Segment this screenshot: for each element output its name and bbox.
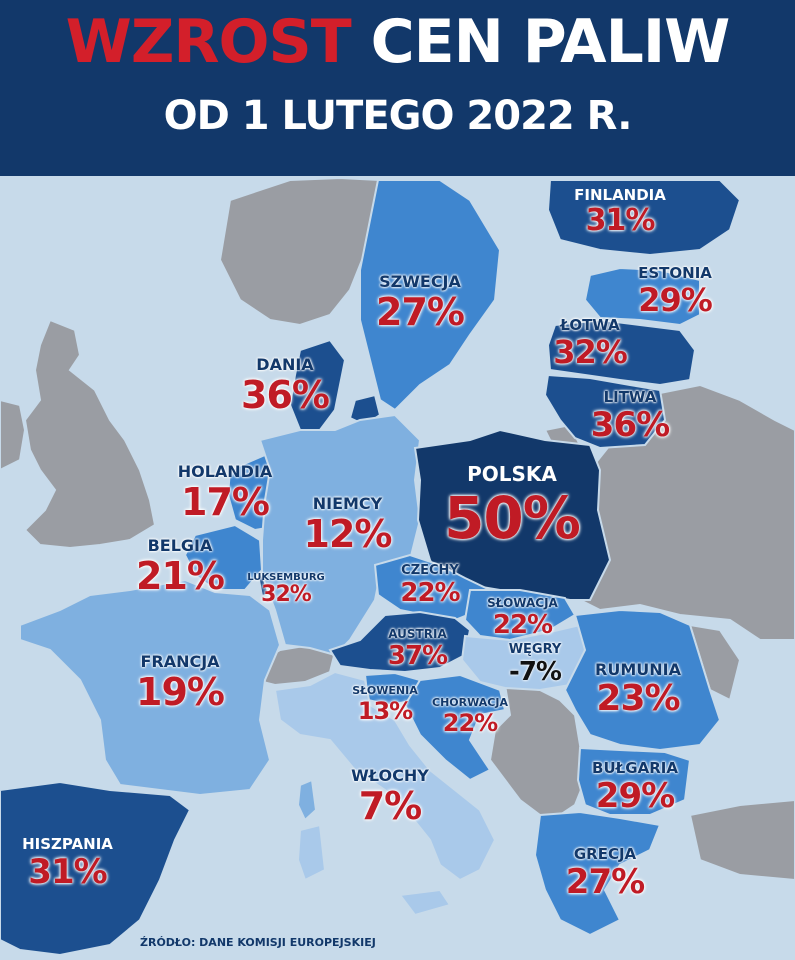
label-czechy: CZECHY 22% [400,563,460,608]
non-eu-land [0,176,795,882]
label-hiszpania: HISZPANIA 31% [22,835,113,892]
region-sweden [359,179,502,412]
label-slowacja: SŁOWACJA 22% [487,596,558,640]
header-banner: WZROST CEN PALIW OD 1 LUTEGO 2022 R. [0,0,795,176]
region-spain [0,780,192,957]
label-finlandia: FINLANDIA 31% [574,186,666,238]
region-denmark [288,338,347,431]
region-lithuania [543,373,667,450]
label-austria: AUSTRIA 37% [387,627,448,671]
label-dania: DANIA 36% [241,355,330,417]
europe-map [0,176,795,960]
label-belgia: BELGIA 21% [136,536,225,598]
eu-countries [0,179,742,957]
label-polska: POLSKA 50% [444,462,581,552]
region-bulgaria [576,746,692,816]
land-great-britain [23,318,157,550]
region-poland [413,428,612,601]
region-romania [563,608,722,752]
region-finland [546,179,742,257]
label-bulgaria: BUŁGARIA 29% [592,759,678,816]
land-norway [218,176,382,327]
region-slovakia [463,589,577,642]
label-chorwacja: CHORWACJA 22% [432,696,508,737]
label-wlochy: WŁOCHY 7% [351,766,429,828]
label-wegry: WĘGRY -7% [508,642,562,687]
land-east [578,383,795,641]
label-litwa: LITWA 36% [590,388,670,445]
source-note: ŹRÓDŁO: DANE KOMISJI EUROPEJSKIEJ [140,936,376,949]
label-estonia: ESTONIA 29% [638,264,713,319]
region-germany [258,413,422,657]
label-grecja: GRECJA 27% [565,845,645,902]
label-szwecja: SZWECJA 27% [376,272,465,334]
region-croatia [403,673,507,782]
label-rumunia: RUMUNIA 23% [595,660,681,719]
region-corsica [296,778,318,822]
title-red-word: WZROST [65,7,352,77]
label-francja: FRANCJA 19% [136,652,225,714]
region-sicily [398,888,452,917]
title-white-words: CEN PALIW [370,7,731,77]
label-lotwa: ŁOTWA 32% [553,316,628,371]
region-greece [533,810,662,937]
region-estonia [583,266,701,327]
region-italy [273,670,497,882]
region-belgium [183,523,264,591]
label-holandia: HOLANDIA 17% [177,462,273,524]
region-latvia [546,318,697,387]
region-sardinia [296,823,327,882]
page-title: WZROST CEN PALIW [0,8,795,76]
region-france [19,578,282,797]
label-niemcy: NIEMCY 12% [303,494,393,556]
page-subtitle: OD 1 LUTEGO 2022 R. [163,93,633,139]
label-slowenia: SŁOWENIA 13% [352,684,418,725]
land-ireland [0,398,27,472]
label-luksemburg: LUKSEMBURG 32% [247,572,325,607]
land-turkey [688,798,795,882]
